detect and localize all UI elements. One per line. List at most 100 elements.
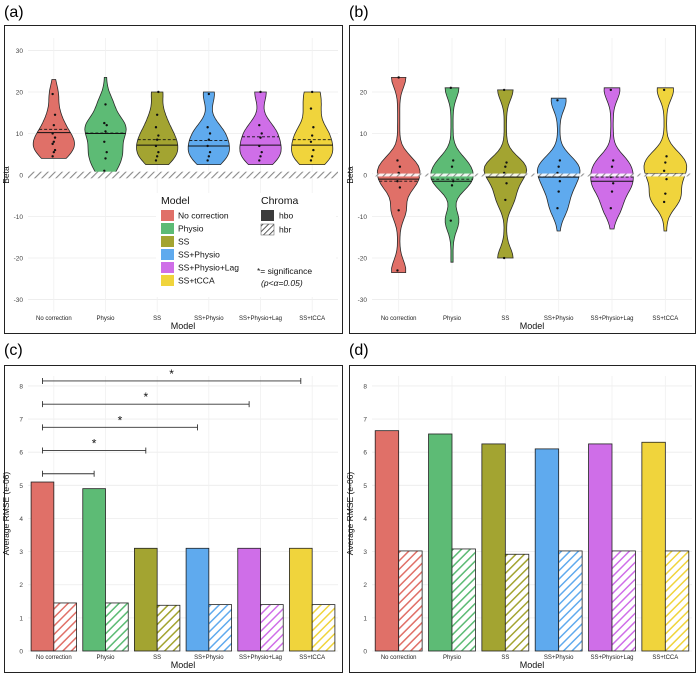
bar-hbo-physio xyxy=(428,433,453,652)
y-axis-title-d: Average RMSE (e-06) xyxy=(345,472,355,556)
x-tick-label-ss: SS xyxy=(153,316,161,322)
data-point xyxy=(664,192,667,195)
data-point xyxy=(665,155,668,158)
data-point xyxy=(609,175,612,179)
data-point xyxy=(157,134,160,137)
bar-hbo-no-correction xyxy=(30,481,55,652)
y-tick-label: -30 xyxy=(358,297,368,304)
data-point xyxy=(610,165,614,168)
data-point xyxy=(260,132,263,135)
significance-bracket-ss: * xyxy=(42,437,147,454)
violin-ss-physio xyxy=(536,97,581,232)
y-tick-label: 0 xyxy=(363,649,367,656)
data-point xyxy=(206,159,209,162)
x-tick-label-ss-physio: SS+Physio xyxy=(194,655,224,661)
data-point xyxy=(612,159,615,162)
y-tick-label: 0 xyxy=(19,649,23,656)
x-tick-label-physio: Physio xyxy=(443,316,462,322)
data-point xyxy=(104,103,107,106)
bar-hbo-physio xyxy=(82,488,106,652)
data-point xyxy=(104,157,107,160)
significance-note-line2: (p<α=0.05) xyxy=(261,278,303,288)
y-tick-label: 5 xyxy=(19,483,23,490)
y-tick-label: 3 xyxy=(363,549,367,556)
data-point xyxy=(502,88,506,92)
violin-group-ss-physio xyxy=(187,91,230,165)
x-axis-title-b: Model xyxy=(520,321,545,331)
x-tick-label-ss-physio: SS+Physio xyxy=(194,316,224,322)
data-point xyxy=(452,180,455,183)
x-tick-label-ss-physio: SS+Physio xyxy=(544,655,574,661)
violin-group-ss-physio-lag xyxy=(590,87,634,230)
legend-label-ss-physio: SS+Physio xyxy=(178,250,220,260)
data-point xyxy=(609,88,612,92)
panel-label-b: (b) xyxy=(349,4,369,21)
x-tick-label-ss: SS xyxy=(501,316,509,322)
data-point xyxy=(51,142,54,146)
significance-star: * xyxy=(143,390,148,404)
data-point xyxy=(556,171,559,175)
violin-group-ss-physio-lag xyxy=(239,90,282,165)
violin-group-ss xyxy=(136,90,179,165)
data-point xyxy=(207,138,211,141)
data-point xyxy=(397,76,400,79)
data-point xyxy=(258,144,261,148)
significance-bracket-physio xyxy=(42,470,95,477)
bar-hbo-ss-tcca xyxy=(289,547,313,652)
data-point xyxy=(504,165,507,168)
data-point xyxy=(398,165,402,168)
data-point xyxy=(398,186,402,189)
x-tick-label-physio: Physio xyxy=(96,316,115,322)
bar-hbr-ss-physio xyxy=(208,604,232,652)
data-point xyxy=(396,159,399,162)
data-point xyxy=(51,155,54,158)
x-axis-title-d: Model xyxy=(520,660,545,670)
significance-star: * xyxy=(169,367,174,381)
y-tick-label: 6 xyxy=(19,450,23,457)
data-point xyxy=(397,209,400,212)
x-tick-label-physio: Physio xyxy=(443,655,462,661)
legend-swatch-hbo xyxy=(261,210,274,221)
data-point xyxy=(53,113,57,117)
violin-ss-tcca xyxy=(643,87,688,232)
data-point xyxy=(309,140,313,143)
legend: Model No correction Physio SS SS+Physio SS+Ph… xyxy=(156,193,336,297)
data-point xyxy=(310,134,314,137)
y-tick-label: -20 xyxy=(14,256,24,263)
x-axis-title-c: Model xyxy=(171,660,196,670)
x-tick-label-no-correction: No correction xyxy=(381,316,417,322)
data-point xyxy=(662,200,666,204)
y-axis-title-a: Beta xyxy=(1,166,11,184)
data-point xyxy=(53,148,57,152)
y-tick-label: 6 xyxy=(363,450,367,457)
data-point xyxy=(450,184,454,187)
bar-hbo-ss xyxy=(134,547,158,652)
data-point xyxy=(309,159,313,162)
y-tick-label: 2 xyxy=(363,582,367,589)
data-point xyxy=(450,165,454,168)
violin-ss-physio-lag xyxy=(239,91,282,165)
data-point xyxy=(502,171,506,175)
legend-background xyxy=(156,193,336,297)
violin-no-correction xyxy=(32,79,75,159)
legend-label-hbo: hbo xyxy=(279,211,293,221)
data-point xyxy=(208,150,212,154)
y-tick-label: 1 xyxy=(363,615,367,622)
x-tick-label-ss-physio-lag: SS+Physio+Lag xyxy=(590,655,633,661)
bar-hbr-ss xyxy=(156,604,181,652)
y-tick-label: 10 xyxy=(360,131,368,138)
data-point xyxy=(258,159,261,162)
bar-hbr-ss-physio-lag xyxy=(611,550,636,652)
bar-chart-c: 0 1 2 3 4 5 6 7 8 No correction Physio SS SS+Physio S… xyxy=(1,367,338,670)
bar-hbr-no-correction xyxy=(53,602,77,652)
y-tick-label: 30 xyxy=(16,48,24,55)
x-tick-label-ss-tcca: SS+tCCA xyxy=(299,655,325,661)
data-point xyxy=(449,219,452,222)
y-tick-label: -30 xyxy=(14,297,24,304)
legend-model-title: Model xyxy=(161,195,190,207)
hbr-zero-band xyxy=(28,171,338,179)
data-point xyxy=(104,130,107,133)
legend-label-ss-tcca: SS+tCCA xyxy=(178,276,215,286)
bar-hbr-physio xyxy=(451,548,476,652)
data-point xyxy=(556,99,559,102)
